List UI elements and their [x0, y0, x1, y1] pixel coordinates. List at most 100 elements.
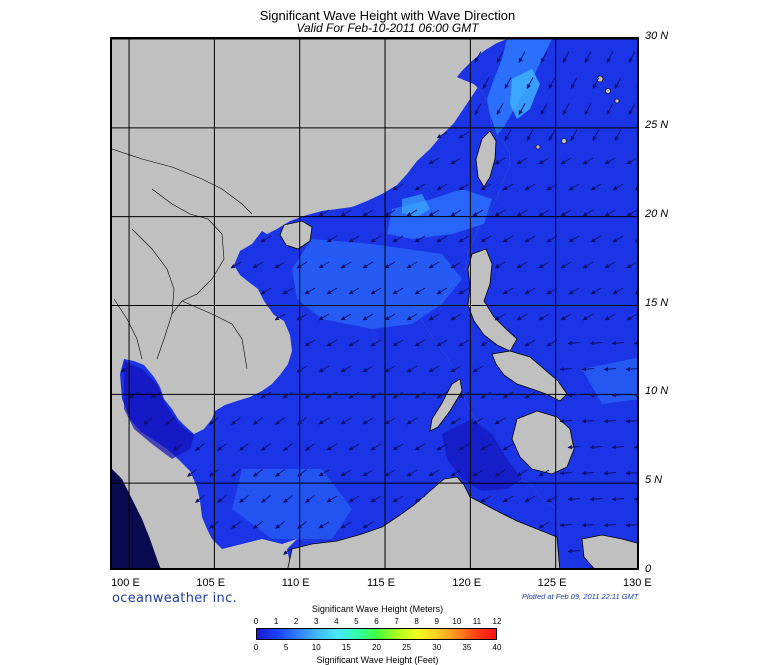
wave-direction-arrow — [474, 103, 482, 115]
wave-direction-arrow — [209, 469, 219, 477]
longitude-label: 110 E — [281, 577, 310, 589]
wave-direction-arrow — [633, 496, 637, 502]
wave-direction-arrow — [348, 495, 360, 503]
wave-direction-arrow — [296, 313, 308, 321]
wave-direction-arrow — [603, 522, 617, 528]
wave-direction-arrow — [590, 287, 602, 295]
wave-direction-arrow — [458, 183, 470, 191]
wave-direction-arrow — [384, 417, 396, 425]
colorbar-title-feet: Significant Wave Height (Feet) — [316, 655, 439, 665]
wave-direction-arrow — [318, 469, 330, 477]
wave-direction-arrow — [252, 261, 264, 269]
wave-direction-arrow — [546, 339, 558, 347]
wave-direction-arrow — [428, 261, 440, 269]
wave-direction-arrow — [524, 339, 536, 347]
wave-direction-arrow — [516, 261, 528, 269]
wave-direction-arrow — [340, 417, 352, 425]
wave-direction-arrow — [217, 443, 227, 451]
wave-direction-arrow — [370, 287, 382, 295]
wave-direction-arrow — [592, 129, 600, 141]
wave-direction-arrow — [282, 287, 294, 295]
wave-direction-arrow — [458, 443, 470, 451]
latitude-label: 30 N — [645, 30, 669, 42]
high-wave-zone — [292, 239, 462, 329]
wave-direction-arrow — [480, 495, 492, 503]
wave-direction-arrow — [494, 417, 506, 425]
wave-direction-arrow — [502, 391, 514, 399]
wave-height-map — [110, 37, 639, 570]
latitude-label: 10 N — [645, 385, 669, 398]
wave-direction-arrow — [436, 235, 448, 243]
luzon-island — [467, 248, 518, 352]
wave-direction-arrow — [494, 313, 506, 321]
wave-direction-arrow — [414, 287, 426, 295]
wave-direction-arrow — [480, 391, 492, 399]
wave-direction-arrow — [406, 365, 418, 373]
longitude-label: 120 E — [452, 577, 482, 589]
wave-direction-arrow — [318, 261, 330, 269]
wave-direction-arrow — [582, 261, 594, 269]
colorbar-tick-meters: 1 — [273, 617, 279, 626]
longitude-label: 105 E — [196, 577, 226, 589]
plotted-timestamp: Plotted at Feb 09, 2011 22:11 GMT — [522, 592, 639, 601]
colorbar-tick-meters: 8 — [414, 617, 419, 626]
wave-direction-arrow — [253, 521, 263, 529]
wave-direction-arrow — [567, 496, 581, 502]
wave-direction-arrow — [305, 443, 315, 451]
colorbar-tick-meters: 2 — [293, 617, 299, 626]
latitude-label: 5 N — [645, 474, 663, 487]
sulawesi-island — [581, 534, 637, 568]
wave-direction-arrow — [414, 183, 426, 191]
wave-direction-arrow — [370, 235, 382, 243]
wave-direction-arrow — [634, 237, 637, 243]
wave-direction-arrow — [326, 287, 338, 295]
wave-direction-arrow — [472, 209, 484, 217]
wave-direction-arrow — [362, 209, 374, 217]
wave-direction-arrow — [559, 418, 573, 424]
wave-direction-arrow — [546, 183, 558, 191]
colorbar-tick-meters: 7 — [394, 617, 399, 626]
wave-direction-arrow — [173, 443, 183, 451]
wave-direction-arrows — [120, 51, 637, 555]
wave-direction-arrow — [428, 365, 440, 373]
longitude-label: 115 E — [367, 577, 395, 589]
wave-direction-arrow — [568, 235, 580, 243]
wave-direction-arrow — [414, 495, 426, 503]
brand-logo-text: oceanweather inc. — [112, 591, 237, 606]
wave-direction-arrow — [628, 51, 636, 63]
wave-direction-arrow — [274, 313, 286, 321]
colorbar-tick-feet: 5 — [283, 643, 289, 652]
wave-direction-arrow — [516, 157, 528, 165]
wave-direction-arrow — [274, 261, 286, 269]
colorbar-tick-feet: 15 — [341, 643, 351, 652]
wave-direction-arrow — [283, 495, 293, 503]
wave-direction-arrow — [362, 313, 374, 321]
wave-direction-arrow — [611, 496, 625, 502]
wave-direction-arrow — [538, 521, 550, 529]
taiwan-island — [475, 130, 497, 188]
wave-direction-arrow — [603, 418, 617, 424]
wave-direction-arrow — [392, 495, 404, 503]
colorbar — [256, 628, 497, 640]
wave-direction-arrow — [474, 51, 482, 63]
wave-direction-arrow — [546, 495, 558, 503]
gulf-of-thailand-shading — [124, 361, 194, 459]
wave-direction-arrow — [370, 339, 382, 347]
wave-direction-arrow — [614, 129, 622, 141]
wave-direction-arrow — [414, 391, 426, 399]
wave-direction-arrow — [436, 131, 448, 139]
wave-direction-arrow — [406, 313, 418, 321]
wave-direction-arrow — [612, 235, 624, 243]
wave-direction-arrow — [502, 495, 514, 503]
colorbar-tick-feet: 0 — [253, 643, 259, 652]
wave-direction-arrow — [567, 340, 581, 346]
wave-direction-arrow — [636, 135, 637, 141]
mindanao-island — [511, 410, 575, 475]
wave-direction-arrow — [634, 185, 637, 191]
wave-direction-arrow — [348, 391, 360, 399]
hainan-island — [279, 220, 313, 250]
longitude-label: 130 E — [623, 577, 652, 589]
wave-direction-arrow — [450, 157, 462, 165]
wave-direction-arrow — [362, 417, 374, 425]
wave-direction-arrow — [567, 444, 581, 450]
